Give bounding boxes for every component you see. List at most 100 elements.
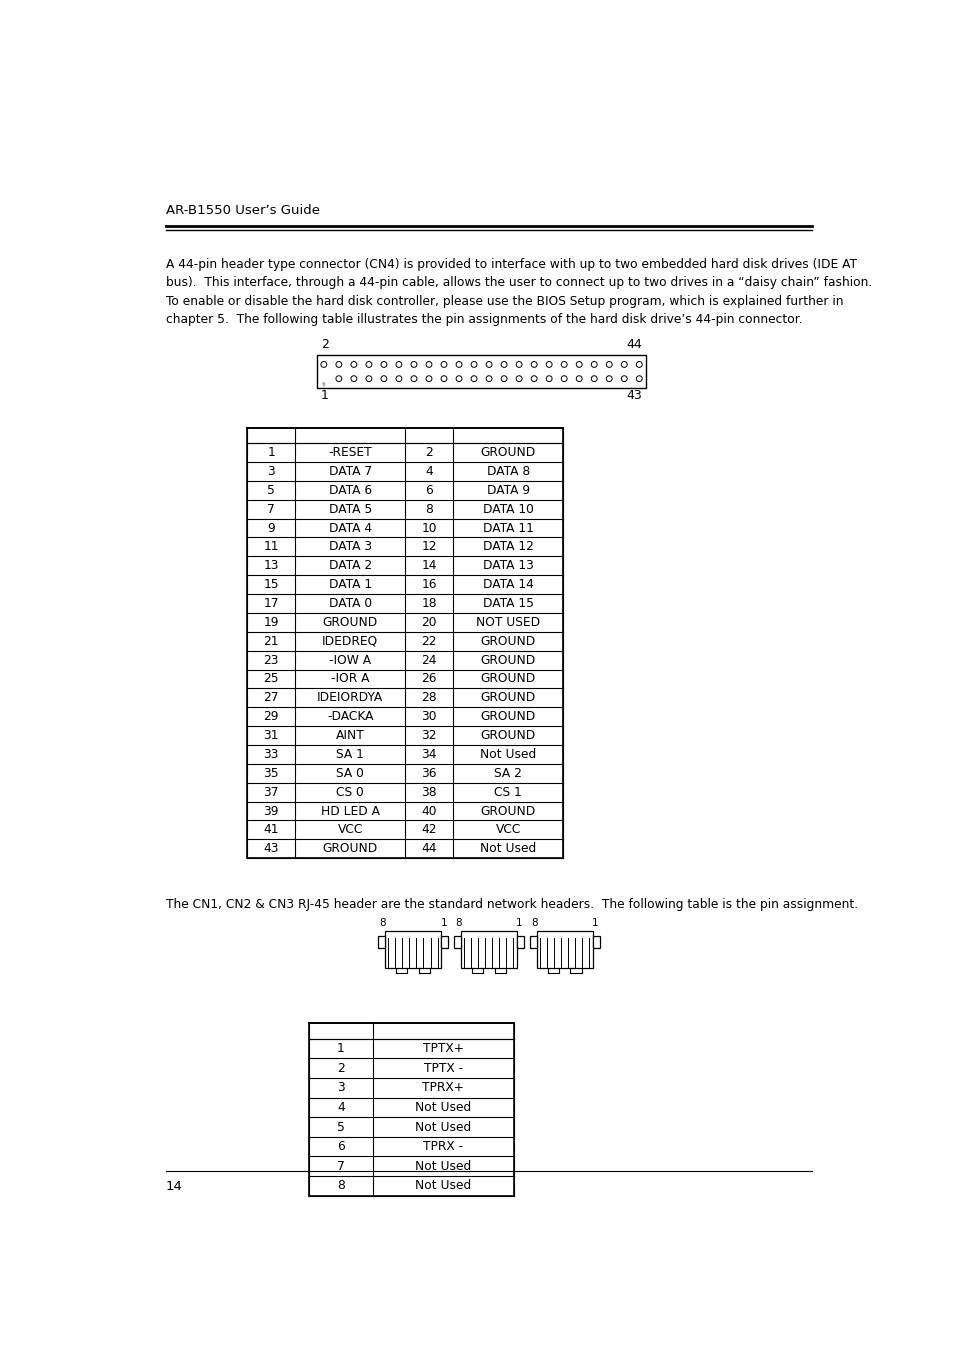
- Text: DATA 7: DATA 7: [328, 465, 372, 478]
- Text: VCC: VCC: [496, 823, 520, 836]
- Text: 24: 24: [421, 654, 436, 666]
- Bar: [247, 428, 562, 858]
- Text: Not Used: Not Used: [479, 748, 536, 761]
- Text: 1: 1: [336, 1042, 344, 1055]
- Text: 9: 9: [267, 521, 274, 535]
- Text: CS 1: CS 1: [494, 786, 521, 798]
- Text: 21: 21: [263, 635, 278, 647]
- Text: 30: 30: [421, 711, 436, 723]
- Text: 13: 13: [263, 559, 278, 573]
- Text: 1: 1: [592, 919, 598, 928]
- Text: 44: 44: [626, 339, 641, 351]
- Text: TPTX -: TPTX -: [423, 1062, 462, 1074]
- Text: 7: 7: [336, 1159, 344, 1173]
- Text: 19: 19: [263, 616, 278, 628]
- Text: GROUND: GROUND: [480, 635, 536, 647]
- Text: 1: 1: [267, 446, 274, 459]
- Text: 27: 27: [263, 692, 278, 704]
- Text: 41: 41: [263, 823, 278, 836]
- Text: 1: 1: [320, 389, 328, 403]
- Text: GROUND: GROUND: [480, 730, 536, 742]
- Text: 39: 39: [263, 805, 278, 817]
- Text: -DACKA: -DACKA: [327, 711, 373, 723]
- Text: 28: 28: [421, 692, 436, 704]
- Text: 25: 25: [263, 673, 278, 685]
- Text: 4: 4: [336, 1101, 344, 1115]
- Text: HD LED A: HD LED A: [320, 805, 379, 817]
- Text: Not Used: Not Used: [415, 1179, 471, 1193]
- Text: 2: 2: [320, 339, 328, 351]
- Text: 15: 15: [263, 578, 278, 592]
- Text: DATA 6: DATA 6: [328, 484, 372, 497]
- Text: NOT USED: NOT USED: [476, 616, 539, 628]
- Text: DATA 9: DATA 9: [486, 484, 529, 497]
- Bar: [530, 936, 537, 948]
- Text: -RESET: -RESET: [328, 446, 372, 459]
- Text: 6: 6: [425, 484, 433, 497]
- Text: DATA 8: DATA 8: [486, 465, 529, 478]
- Bar: [454, 936, 460, 948]
- Text: 42: 42: [421, 823, 436, 836]
- Text: 23: 23: [263, 654, 278, 666]
- Text: To enable or disable the hard disk controller, please use the BIOS Setup program: To enable or disable the hard disk contr…: [166, 295, 842, 308]
- Text: 5: 5: [336, 1120, 344, 1133]
- Text: 11: 11: [263, 540, 278, 554]
- Text: 2: 2: [425, 446, 433, 459]
- Text: 7: 7: [267, 503, 274, 516]
- Text: TPRX+: TPRX+: [422, 1081, 464, 1094]
- Text: TPTX+: TPTX+: [422, 1042, 463, 1055]
- Text: IDEIORDYA: IDEIORDYA: [316, 692, 383, 704]
- Text: 8: 8: [425, 503, 433, 516]
- Text: CS 0: CS 0: [336, 786, 364, 798]
- Text: 16: 16: [421, 578, 436, 592]
- Bar: [316, 355, 645, 388]
- Text: DATA 14: DATA 14: [482, 578, 533, 592]
- Text: DATA 15: DATA 15: [482, 597, 534, 611]
- Text: 34: 34: [421, 748, 436, 761]
- Text: chapter 5.  The following table illustrates the pin assignments of the hard disk: chapter 5. The following table illustrat…: [166, 312, 801, 326]
- Text: 1: 1: [440, 919, 447, 928]
- Text: AINT: AINT: [335, 730, 364, 742]
- Text: 38: 38: [421, 786, 436, 798]
- Text: 36: 36: [421, 767, 436, 780]
- Text: DATA 11: DATA 11: [482, 521, 533, 535]
- Text: IDEDREQ: IDEDREQ: [322, 635, 378, 647]
- Text: 43: 43: [626, 389, 641, 403]
- Text: DATA 12: DATA 12: [482, 540, 533, 554]
- Text: DATA 13: DATA 13: [482, 559, 533, 573]
- Bar: [537, 931, 592, 967]
- Text: GROUND: GROUND: [480, 446, 536, 459]
- Text: A 44-pin header type connector (CN4) is provided to interface with up to two emb: A 44-pin header type connector (CN4) is …: [166, 258, 856, 272]
- Text: 17: 17: [263, 597, 278, 611]
- Text: AR-B1550 User’s Guide: AR-B1550 User’s Guide: [166, 204, 319, 218]
- Text: GROUND: GROUND: [480, 673, 536, 685]
- Text: 3: 3: [267, 465, 274, 478]
- Text: GROUND: GROUND: [480, 805, 536, 817]
- Text: DATA 10: DATA 10: [482, 503, 533, 516]
- Bar: [440, 936, 447, 948]
- Text: GROUND: GROUND: [480, 692, 536, 704]
- Text: 32: 32: [421, 730, 436, 742]
- Text: Not Used: Not Used: [479, 842, 536, 855]
- Bar: [377, 936, 385, 948]
- Text: DATA 3: DATA 3: [328, 540, 372, 554]
- Text: 1: 1: [516, 919, 522, 928]
- Text: 37: 37: [263, 786, 278, 798]
- Text: DATA 5: DATA 5: [328, 503, 372, 516]
- Text: DATA 1: DATA 1: [328, 578, 372, 592]
- Text: 29: 29: [263, 711, 278, 723]
- Text: TPRX -: TPRX -: [423, 1140, 463, 1154]
- Bar: [592, 936, 599, 948]
- Text: 14: 14: [421, 559, 436, 573]
- Text: SA 2: SA 2: [494, 767, 521, 780]
- Text: GROUND: GROUND: [480, 654, 536, 666]
- Text: bus).  This interface, through a 44-pin cable, allows the user to connect up to : bus). This interface, through a 44-pin c…: [166, 277, 871, 289]
- Text: 43: 43: [263, 842, 278, 855]
- Text: SA 1: SA 1: [335, 748, 364, 761]
- Text: 4: 4: [425, 465, 433, 478]
- Text: DATA 2: DATA 2: [328, 559, 372, 573]
- Text: 12: 12: [421, 540, 436, 554]
- Polygon shape: [321, 382, 325, 388]
- Text: 2: 2: [336, 1062, 344, 1074]
- Text: 14: 14: [166, 1179, 182, 1193]
